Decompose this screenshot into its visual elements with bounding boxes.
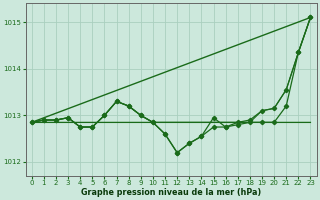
X-axis label: Graphe pression niveau de la mer (hPa): Graphe pression niveau de la mer (hPa) xyxy=(81,188,261,197)
